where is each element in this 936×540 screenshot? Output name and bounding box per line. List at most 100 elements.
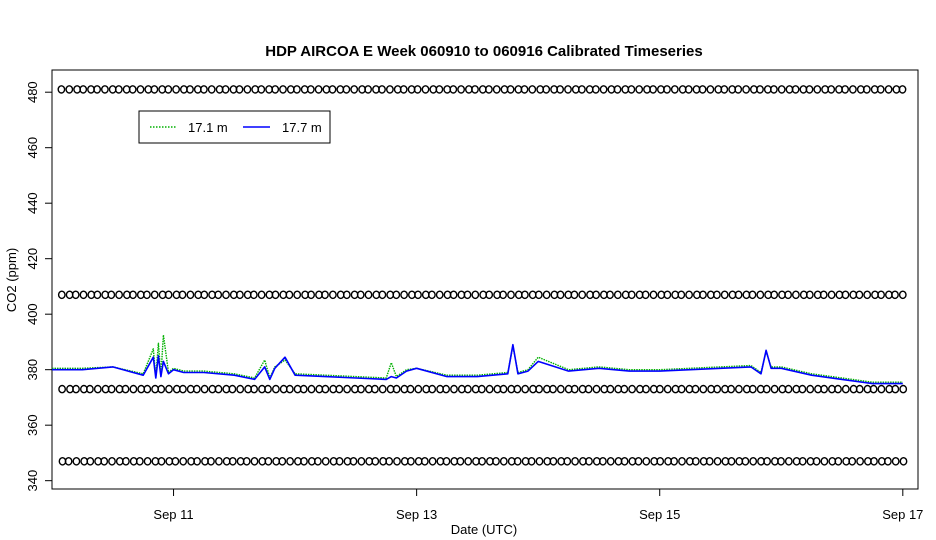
scatter-point [578, 85, 586, 94]
scatter-point [378, 384, 387, 394]
scatter-point [834, 384, 842, 394]
scatter-point [307, 384, 316, 394]
scatter-point [841, 290, 850, 300]
scatter-point [221, 85, 230, 94]
scatter-point [749, 456, 758, 466]
scatter-point [335, 456, 344, 466]
scatter-point [300, 456, 308, 466]
scatter-point [350, 85, 359, 94]
scatter-point [870, 456, 878, 466]
scatter-point [285, 290, 294, 300]
scatter-point [356, 290, 365, 300]
legend-box [138, 110, 331, 144]
scatter-point [392, 384, 401, 394]
scatter-point [670, 456, 678, 466]
scatter-point [520, 85, 529, 94]
scatter-point [428, 384, 437, 394]
scatter-point [627, 290, 636, 300]
scatter-point [727, 384, 735, 394]
y-tick-label: 360 [25, 414, 40, 436]
scatter-point [456, 456, 465, 466]
scatter-point [684, 85, 693, 94]
scatter-point [848, 456, 857, 466]
scatter-point [264, 384, 272, 394]
scatter-point [107, 384, 116, 394]
scatter-point [228, 384, 237, 394]
scatter-point [678, 456, 686, 466]
scatter-point [86, 456, 95, 466]
scatter-point [393, 456, 401, 466]
scatter-point [57, 290, 66, 300]
scatter-point [399, 85, 408, 94]
scatter-point [165, 384, 173, 394]
scatter-point [677, 384, 686, 394]
scatter-point [485, 290, 494, 300]
scatter-point [876, 85, 885, 94]
scatter-point [371, 456, 380, 466]
scatter-point [627, 85, 636, 94]
scatter-point [699, 290, 707, 300]
scatter-point [898, 85, 907, 94]
scatter-point [449, 85, 458, 94]
scatter-point [856, 456, 864, 466]
scatter-point [286, 456, 294, 466]
scatter-point [293, 290, 302, 300]
scatter-point [720, 290, 729, 300]
scatter-point [271, 384, 280, 394]
scatter-point [72, 456, 81, 466]
scatter-point [763, 456, 771, 466]
scatter-point [378, 85, 386, 94]
scatter-point [649, 290, 658, 300]
scatter-point [285, 384, 294, 394]
scatter-point [86, 384, 94, 394]
scatter-point [813, 85, 822, 94]
scatter-point [499, 456, 508, 466]
scatter-point [93, 384, 102, 394]
scatter-point [877, 290, 885, 300]
scatter-point [841, 85, 849, 94]
scatter-point [186, 85, 194, 94]
scatter-point [685, 290, 693, 300]
scatter-point [192, 384, 201, 394]
scatter-point [677, 290, 686, 300]
scatter-point [57, 85, 66, 94]
scatter-point [357, 384, 365, 394]
scatter-point [570, 384, 579, 394]
scatter-point [564, 85, 572, 94]
scatter-point [698, 85, 707, 94]
scatter-point [570, 290, 579, 300]
scatter-point [855, 290, 864, 300]
scatter-point [242, 456, 251, 466]
scatter-point [742, 85, 750, 94]
scatter-point [556, 384, 565, 394]
scatter-point [157, 384, 166, 394]
scatter-point [179, 456, 188, 466]
scatter-point [485, 384, 494, 394]
scatter-point [457, 85, 465, 94]
scatter-point [321, 384, 330, 394]
scatter-point [243, 85, 252, 94]
scatter-point [884, 456, 892, 466]
x-tick-label: Sep 15 [639, 507, 680, 522]
scatter-point [200, 384, 209, 394]
scatter-point [442, 456, 451, 466]
scatter-point [656, 456, 665, 466]
scatter-point [435, 290, 444, 300]
scatter-point [250, 384, 259, 394]
scatter-point [748, 290, 757, 300]
scatter-point [235, 85, 244, 94]
scatter-point [499, 384, 508, 394]
legend: 17.1 m 17.7 m [138, 110, 331, 144]
scatter-point [129, 290, 137, 300]
scatter-point [122, 456, 130, 466]
scatter-point [420, 456, 429, 466]
scatter-point [820, 456, 829, 466]
scatter-point [328, 85, 337, 94]
scatter-point [699, 384, 708, 394]
scatter-point [414, 290, 422, 300]
scatter-point [899, 456, 908, 466]
scatter-point [713, 384, 722, 394]
x-tick-label: Sep 11 [153, 507, 193, 522]
scatter-point [827, 85, 836, 94]
